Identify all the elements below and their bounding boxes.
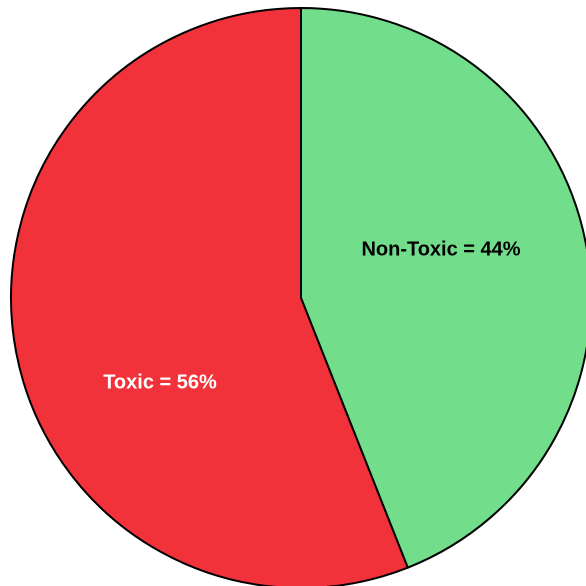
pie-slice-toxic <box>10 7 409 586</box>
slice-label-toxic: Toxic = 56% <box>103 371 217 393</box>
slice-label-non-toxic: Non-Toxic = 44% <box>361 238 520 260</box>
